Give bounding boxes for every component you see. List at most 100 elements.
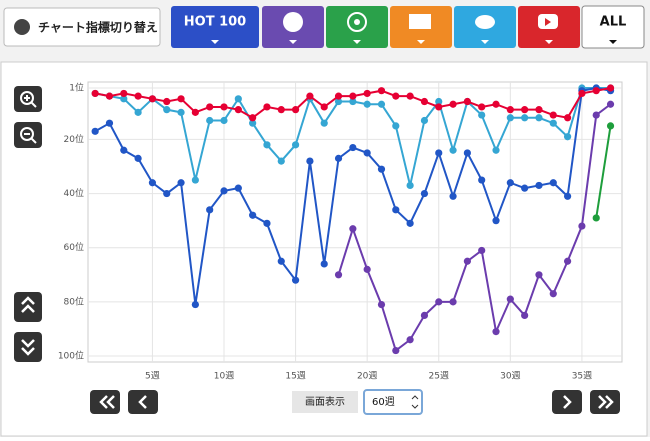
data-point (277, 157, 285, 165)
data-point (120, 146, 128, 154)
data-point (478, 246, 486, 255)
data-point (334, 271, 343, 279)
tab-radio[interactable] (326, 6, 388, 48)
data-point (492, 146, 500, 154)
data-point (306, 92, 314, 100)
data-point (177, 179, 185, 187)
data-point (578, 222, 586, 230)
data-point (463, 257, 471, 265)
data-point (220, 187, 228, 195)
data-point (435, 97, 443, 106)
scroll-up[interactable] (14, 292, 42, 322)
data-point (535, 106, 543, 114)
data-point (377, 165, 386, 173)
period-select[interactable]: 60週 (363, 389, 423, 415)
prev-page[interactable] (128, 390, 158, 414)
data-point (449, 100, 457, 108)
data-point (420, 116, 429, 125)
data-point (377, 300, 386, 309)
data-point (549, 111, 557, 119)
data-point (492, 100, 500, 108)
data-point (363, 100, 371, 108)
data-point (506, 179, 514, 187)
tab-pc[interactable] (390, 6, 452, 48)
data-point (478, 176, 486, 184)
data-point (377, 100, 386, 108)
data-point (363, 149, 371, 157)
data-point (606, 100, 615, 108)
data-point (120, 95, 128, 103)
data-point (206, 116, 214, 125)
data-point (521, 106, 529, 114)
data-point (291, 106, 300, 114)
data-point (349, 143, 357, 152)
data-point (91, 127, 99, 135)
x-tick-label: 35週 (572, 371, 592, 382)
x-tick-label: 5週 (145, 371, 160, 382)
data-point (249, 114, 257, 122)
data-point (134, 154, 142, 162)
data-point (506, 106, 514, 114)
data-point (320, 260, 328, 268)
tab-twitter[interactable] (454, 6, 516, 48)
data-point (606, 84, 615, 92)
data-point (306, 157, 314, 165)
data-point (549, 119, 557, 127)
switch-label: チャート指標切り替え (38, 20, 158, 35)
data-point (163, 189, 171, 198)
next-page[interactable] (552, 390, 582, 414)
data-point (163, 106, 171, 114)
chart-switch[interactable]: チャート指標切り替え (3, 7, 161, 47)
data-point (492, 217, 500, 225)
data-point (134, 108, 142, 116)
data-point (578, 89, 586, 98)
data-point (463, 97, 471, 106)
zoom-out[interactable] (14, 122, 42, 148)
series-line (595, 125, 612, 219)
data-point (120, 89, 128, 98)
first-page[interactable] (90, 390, 120, 414)
data-point (463, 149, 471, 157)
data-point (148, 95, 157, 103)
data-point (392, 122, 400, 130)
data-point (592, 111, 600, 119)
zoom-in[interactable] (14, 86, 42, 112)
period-value: 60週 (372, 396, 395, 408)
data-point (363, 89, 371, 98)
data-point (191, 108, 199, 116)
data-point (334, 97, 343, 106)
y-tick-label: 1位 (69, 82, 84, 94)
data-point (206, 103, 214, 111)
data-point (435, 298, 443, 306)
data-point (377, 87, 386, 95)
data-point (478, 103, 486, 111)
data-point (320, 119, 328, 127)
data-point (349, 225, 357, 233)
data-point (521, 184, 529, 192)
data-point (521, 311, 529, 319)
data-point (177, 108, 185, 116)
data-point (535, 181, 543, 190)
tab-sales[interactable] (262, 6, 324, 48)
scroll-down[interactable] (14, 332, 42, 362)
data-point (105, 119, 114, 127)
x-tick-label: 10週 (214, 371, 234, 382)
data-point (449, 146, 457, 154)
last-page[interactable] (590, 390, 620, 414)
data-point (449, 192, 457, 200)
data-point (291, 141, 300, 149)
data-point (478, 111, 486, 119)
tab-hot100[interactable]: HOT 100 (171, 6, 259, 48)
data-point (191, 176, 199, 184)
data-point (320, 103, 328, 111)
data-point (263, 141, 271, 149)
data-point (492, 328, 500, 336)
data-point (134, 92, 142, 100)
data-point (349, 92, 357, 100)
data-point (549, 290, 557, 298)
tab-youtube[interactable] (518, 6, 580, 48)
data-point (420, 97, 429, 106)
tab-all[interactable]: ALL (581, 5, 645, 49)
